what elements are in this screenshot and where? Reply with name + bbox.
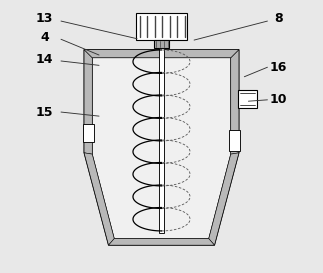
Polygon shape [84,50,92,154]
Text: 15: 15 [36,106,54,118]
Polygon shape [92,58,231,239]
Bar [159,48,164,233]
Text: 10: 10 [269,93,287,106]
Polygon shape [84,50,239,58]
Text: 14: 14 [36,53,54,66]
Text: 13: 13 [36,12,53,25]
Polygon shape [84,153,114,245]
Bar [237,90,256,108]
Text: 16: 16 [270,61,287,74]
Polygon shape [209,153,239,245]
Polygon shape [84,50,239,245]
Bar [136,13,187,40]
Text: 4: 4 [40,31,49,44]
Polygon shape [109,239,214,245]
Text: 8: 8 [274,12,283,25]
Bar [154,40,169,48]
Bar [229,130,240,152]
Bar [83,124,94,142]
Polygon shape [231,50,239,154]
